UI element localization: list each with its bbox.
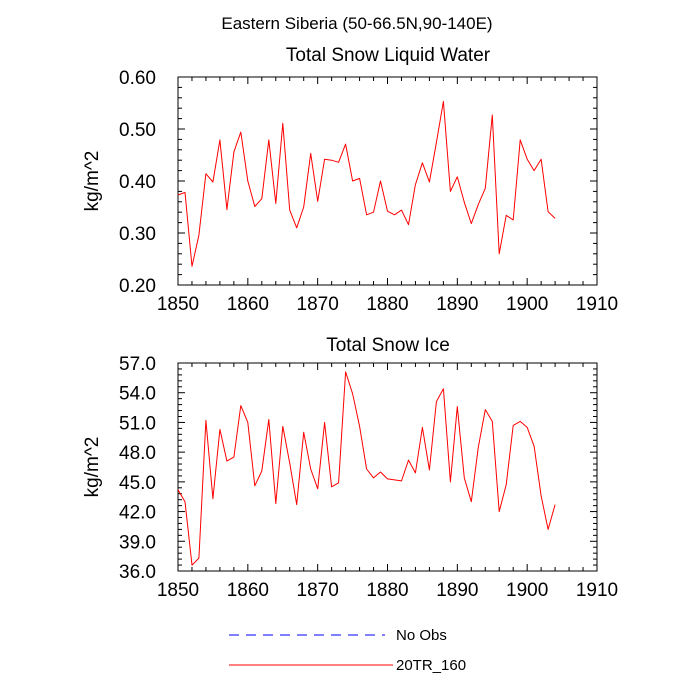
legend: No Obs 20TR_160 xyxy=(229,627,466,674)
y-tick-label: 0.60 xyxy=(119,68,156,89)
x-tick-label: 1880 xyxy=(366,294,408,315)
chart-title: Total Snow Ice xyxy=(326,335,450,356)
y-tick-labels: 36.0 39.0 42.0 45.0 48.0 51.0 54.0 57.0 xyxy=(119,354,156,583)
x-tick-label: 1860 xyxy=(227,580,269,601)
y-tick-label: 54.0 xyxy=(119,384,156,405)
x-tick-labels: 1850 1860 1870 1880 1890 1900 1910 xyxy=(157,580,618,601)
series-line-20tr-160 xyxy=(177,100,556,267)
x-tick-label: 1890 xyxy=(436,580,478,601)
y-tick-label: 45.0 xyxy=(119,473,156,494)
chart-panel-snow-ice: Total Snow Ice kg/m^2 1850 1860 1870 1880 18… xyxy=(82,335,618,601)
y-tick-label: 36.0 xyxy=(119,562,156,583)
chart-panel-liquid-water: Total Snow Liquid Water kg/m^2 1850 1860 1… xyxy=(82,45,618,315)
y-tick-label: 0.50 xyxy=(119,120,156,141)
x-tick-label: 1910 xyxy=(576,580,618,601)
axis-ticks xyxy=(177,76,598,286)
y-tick-label: 42.0 xyxy=(119,503,156,524)
legend-label-no-obs: No Obs xyxy=(396,627,447,644)
y-tick-label: 51.0 xyxy=(119,413,156,434)
y-axis-label: kg/m^2 xyxy=(82,437,103,498)
x-tick-label: 1900 xyxy=(506,580,548,601)
x-tick-label: 1900 xyxy=(506,294,548,315)
y-tick-label: 48.0 xyxy=(119,443,156,464)
x-tick-label: 1860 xyxy=(227,294,269,315)
chart-title: Total Snow Liquid Water xyxy=(286,45,491,66)
x-tick-label: 1850 xyxy=(157,294,199,315)
series-lines xyxy=(177,100,556,267)
x-tick-label: 1880 xyxy=(366,580,408,601)
series-line-20tr-160 xyxy=(177,371,556,566)
x-tick-label: 1850 xyxy=(157,580,199,601)
plot-frame xyxy=(177,76,598,286)
y-tick-label: 0.20 xyxy=(119,276,156,297)
y-tick-label: 39.0 xyxy=(119,532,156,553)
series-lines xyxy=(177,371,556,566)
y-axis-label: kg/m^2 xyxy=(82,151,103,212)
x-tick-labels: 1850 1860 1870 1880 1890 1900 1910 xyxy=(157,294,618,315)
y-tick-labels: 0.20 0.30 0.40 0.50 0.60 xyxy=(119,68,156,297)
plot-frame xyxy=(177,362,598,572)
x-tick-label: 1890 xyxy=(436,294,478,315)
x-tick-label: 1870 xyxy=(297,580,339,601)
y-tick-label: 0.30 xyxy=(119,224,156,245)
legend-label-20tr-160: 20TR_160 xyxy=(396,657,466,674)
page-title: Eastern Siberia (50-66.5N,90-140E) xyxy=(221,14,492,33)
x-tick-label: 1910 xyxy=(576,294,618,315)
x-tick-label: 1870 xyxy=(297,294,339,315)
y-tick-label: 57.0 xyxy=(119,354,156,375)
axis-ticks xyxy=(177,362,598,572)
y-tick-label: 0.40 xyxy=(119,172,156,193)
